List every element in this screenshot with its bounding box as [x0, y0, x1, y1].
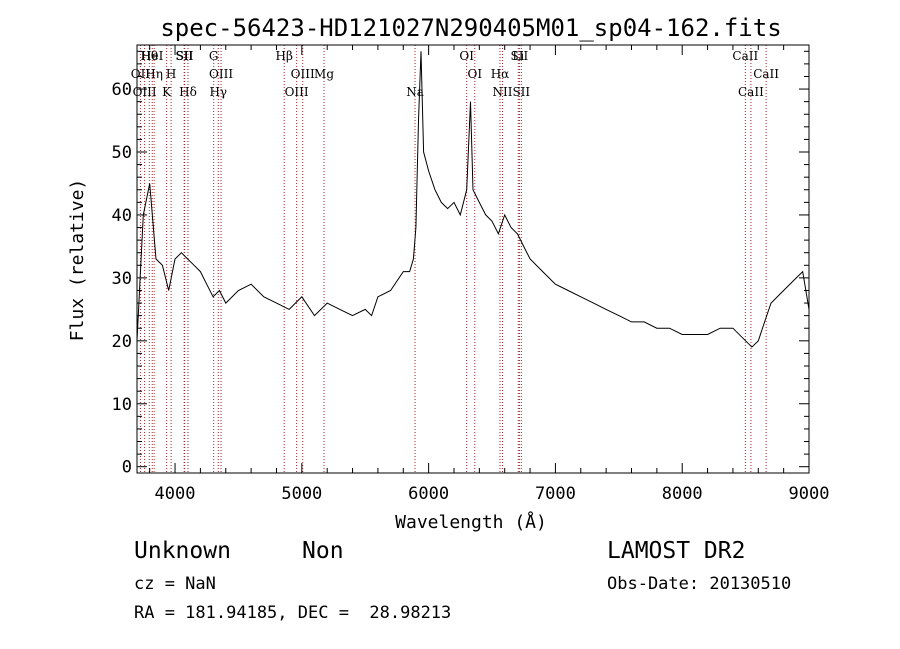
plot-frame [136, 44, 810, 474]
line-label: Hη [145, 67, 163, 81]
line-label: OIII [291, 67, 315, 81]
x-axis-label: Wavelength (Å) [395, 511, 547, 533]
line-markers [139, 45, 767, 473]
line-label: SII [175, 49, 193, 63]
line-label: K [162, 85, 172, 99]
x-tick-label: 4000 [155, 484, 196, 504]
line-label: Hα [491, 67, 510, 81]
line-label: Hδ [179, 85, 197, 99]
line-label: Hθ [140, 49, 158, 63]
y-tick-label: 0 [122, 458, 132, 478]
line-label: Mg [314, 67, 334, 81]
line-label: SII [511, 49, 529, 63]
spectral-class: Unknown [134, 538, 231, 564]
line-label: SII [512, 85, 530, 99]
survey-name: LAMOST DR2 [607, 538, 746, 564]
line-label: G [209, 49, 219, 63]
x-tick-label: 6000 [408, 484, 449, 504]
y-tick-label: 40 [112, 206, 132, 226]
y-tick-label: 10 [112, 395, 132, 415]
y-tick-label: 30 [112, 269, 132, 289]
line-label: Hβ [276, 49, 293, 63]
line-label: OIII [285, 85, 309, 99]
line-label: OII [131, 67, 151, 81]
x-tick-label: 9000 [789, 484, 830, 504]
line-label: CaII [738, 85, 764, 99]
line-label: Li [512, 49, 524, 63]
y-tick-label: 60 [112, 80, 132, 100]
y-tick-label: 20 [112, 332, 132, 352]
redshift-value: cz = NaN [134, 574, 216, 594]
line-label: NII [493, 85, 513, 99]
y-tick-label: 50 [112, 143, 132, 163]
line-label: Na [406, 85, 424, 99]
y-axis-ticks: 0 10 20 30 40 50 60 [112, 50, 809, 478]
spectral-subclass: Non [302, 538, 344, 564]
line-label: OIII [209, 67, 233, 81]
line-label: OIII [133, 85, 157, 99]
x-tick-label: 5000 [281, 484, 322, 504]
line-label: CaII [753, 67, 779, 81]
line-labels: Hθ OII OIII HeI Hη K SII HHδ SII OIII Hγ G OIII OIII H… [131, 49, 780, 99]
spectrum-line [136, 51, 810, 348]
x-axis-ticks: 4000 5000 6000 7000 8000 9000 [149, 45, 830, 504]
line-label: HeI [141, 49, 164, 63]
coordinates: RA = 181.94185, DEC = 28.98213 [134, 603, 452, 623]
line-label: Hγ [209, 85, 227, 99]
line-label: OI [459, 49, 474, 63]
chart-title: spec-56423-HD121027N290405M01_sp04-162.f… [160, 14, 781, 42]
x-tick-label: 8000 [662, 484, 703, 504]
x-tick-label: 7000 [535, 484, 576, 504]
line-label: CaII [732, 49, 758, 63]
line-label: H [166, 67, 176, 81]
observation-date: Obs-Date: 20130510 [607, 574, 792, 594]
line-label: SII [176, 49, 194, 63]
y-axis-label: Flux (relative) [67, 179, 88, 342]
line-label: OI [467, 67, 482, 81]
